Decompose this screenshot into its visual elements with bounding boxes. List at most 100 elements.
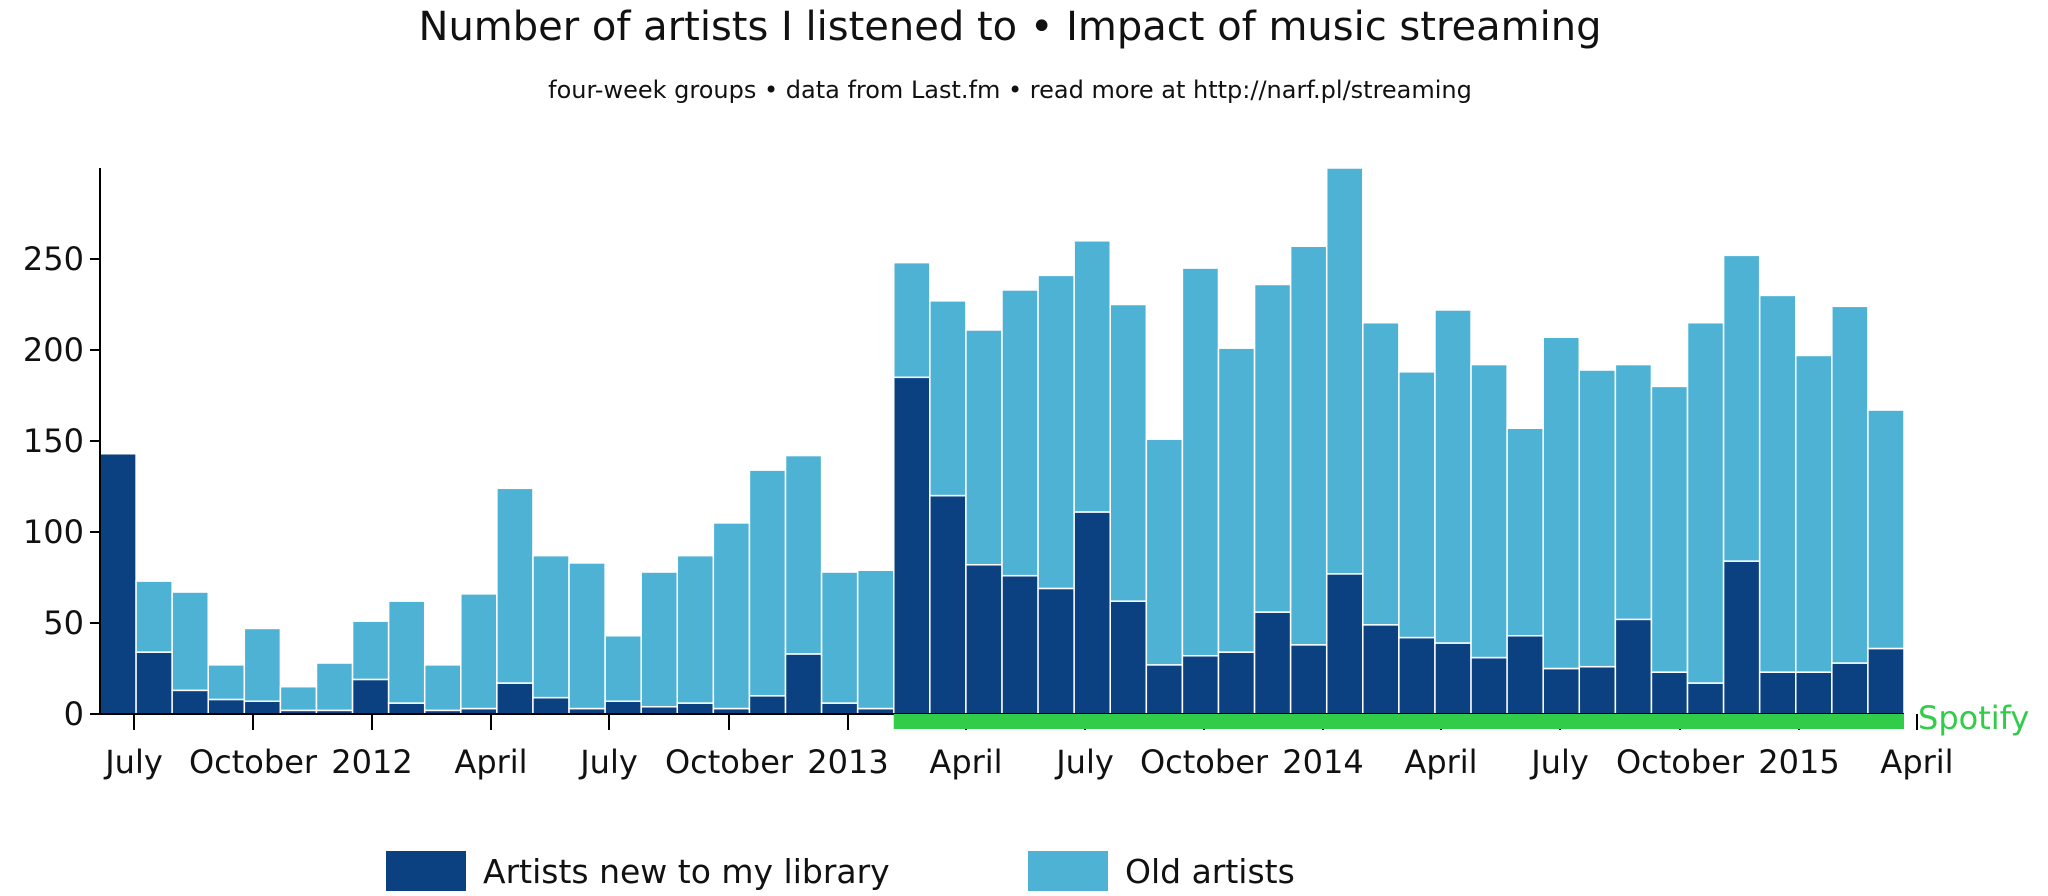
x-tick-label-9: October	[1140, 743, 1269, 781]
bar-old-41	[1578, 369, 1617, 668]
bar-new-4	[243, 700, 282, 715]
bar-old-37	[1434, 309, 1472, 644]
bar-new-30	[1181, 655, 1220, 715]
bar-new-32	[1253, 611, 1292, 715]
bar-old-29	[1145, 438, 1184, 666]
y-tick-label-0: 0	[64, 695, 84, 733]
bar-new-25	[1001, 574, 1039, 715]
bar-new-48	[1831, 662, 1869, 715]
bar-new-37	[1434, 642, 1472, 715]
x-tick-label-13: October	[1616, 743, 1745, 781]
bar-new-19	[784, 653, 823, 715]
bar-old-47	[1795, 354, 1833, 673]
bar-old-25	[1001, 289, 1039, 577]
bar-old-18	[748, 469, 787, 697]
bar-old-48	[1831, 305, 1869, 664]
bar-new-31	[1217, 651, 1256, 715]
annotations-group: Spotify	[893, 699, 2029, 737]
bar-old-23	[929, 300, 967, 497]
y-tick-label-200: 200	[23, 331, 84, 369]
bar-old-34	[1325, 167, 1364, 575]
bar-new-47	[1795, 671, 1833, 715]
bar-old-22	[893, 261, 931, 379]
bar-old-38	[1470, 363, 1508, 659]
bar-new-45	[1722, 560, 1761, 715]
bar-new-14	[604, 700, 642, 715]
y-tick-label-250: 250	[23, 240, 84, 278]
bar-new-38	[1470, 656, 1508, 715]
bar-old-42	[1614, 363, 1653, 621]
bar-old-5	[279, 685, 318, 712]
bar-new-34	[1325, 573, 1364, 715]
bar-new-44	[1686, 682, 1725, 715]
bar-old-27	[1073, 240, 1111, 513]
bar-new-22	[893, 376, 931, 715]
bar-new-35	[1362, 624, 1400, 715]
spotify-band	[893, 714, 1904, 729]
bar-old-12	[532, 554, 570, 699]
bar-new-40	[1542, 667, 1581, 715]
bar-old-1	[135, 580, 173, 653]
bar-old-16	[676, 554, 715, 704]
bar-new-11	[496, 682, 534, 715]
bar-new-43	[1650, 671, 1689, 715]
x-tick-label-11: April	[1404, 743, 1477, 781]
bar-old-10	[460, 593, 498, 710]
bar-old-49	[1867, 409, 1905, 650]
bar-old-36	[1398, 371, 1436, 639]
bar-new-20	[820, 702, 859, 715]
bar-new-15	[640, 705, 679, 715]
bar-new-42	[1614, 618, 1653, 715]
bar-old-9	[423, 664, 462, 712]
x-tick-label-15: April	[1880, 743, 1953, 781]
bar-new-26	[1037, 587, 1075, 715]
bar-new-8	[387, 702, 426, 715]
bar-old-6	[315, 662, 354, 712]
bar-old-13	[568, 562, 606, 710]
bar-old-40	[1542, 336, 1581, 670]
y-tick-label-150: 150	[23, 422, 84, 460]
x-tick-label-0: July	[103, 743, 163, 781]
bar-new-49	[1867, 647, 1905, 715]
legend-swatch-new	[386, 851, 466, 891]
bar-old-31	[1217, 347, 1256, 653]
x-tick-label-8: July	[1054, 743, 1114, 781]
bar-new-24	[965, 564, 1003, 715]
bar-old-35	[1362, 321, 1400, 626]
bar-new-46	[1758, 671, 1797, 715]
legend-item-old: Old artists	[1028, 851, 1295, 891]
bars-group	[99, 167, 1905, 715]
bar-old-14	[604, 634, 642, 703]
bar-old-15	[640, 571, 679, 708]
bar-old-30	[1181, 267, 1220, 657]
x-tick-label-5: October	[665, 743, 794, 781]
x-tick-label-7: April	[929, 743, 1002, 781]
x-tick-label-14: 2015	[1758, 743, 1839, 781]
bar-old-33	[1289, 245, 1328, 646]
bar-old-24	[965, 329, 1003, 566]
bar-old-21	[856, 569, 895, 710]
bar-old-3	[207, 664, 246, 701]
legend-item-new: Artists new to my library	[386, 851, 890, 891]
bar-old-11	[496, 487, 534, 684]
bar-new-2	[171, 689, 209, 715]
bar-new-28	[1109, 600, 1148, 715]
x-tick-label-2: 2012	[331, 743, 412, 781]
bar-new-3	[207, 698, 246, 715]
bar-old-19	[784, 454, 823, 655]
bar-old-4	[243, 627, 282, 703]
axes-group: 0 50 100 150 200 250 July October 2012 April July O…	[23, 168, 1954, 781]
bar-new-33	[1289, 644, 1328, 715]
bar-old-28	[1109, 303, 1148, 602]
bar-old-8	[387, 600, 426, 704]
bar-old-39	[1506, 427, 1544, 637]
y-tick-label-50: 50	[43, 604, 84, 642]
bar-new-27	[1073, 511, 1111, 715]
bar-old-44	[1686, 321, 1725, 684]
bar-old-45	[1722, 254, 1761, 562]
bar-old-17	[712, 522, 751, 710]
bar-old-26	[1037, 274, 1075, 590]
bar-new-23	[929, 494, 967, 715]
x-tick-label-6: 2013	[807, 743, 888, 781]
